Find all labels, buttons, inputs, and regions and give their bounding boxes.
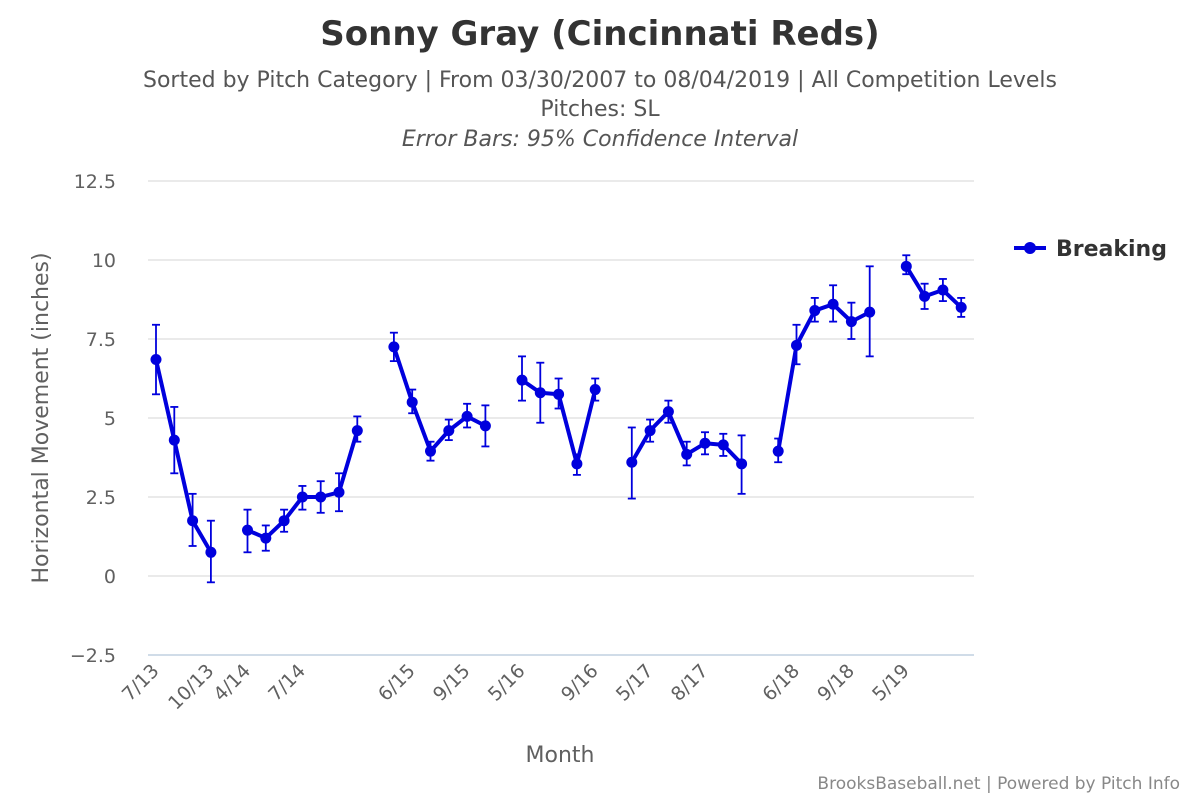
data-point [443, 425, 455, 437]
y-tick-label: −2.5 [70, 645, 116, 667]
data-point [571, 458, 583, 470]
x-tick-label: 7/13 [118, 660, 164, 706]
data-point [919, 290, 931, 302]
data-point [681, 448, 693, 460]
x-tick-label: 5/17 [612, 660, 658, 706]
x-tick-label: 7/14 [264, 660, 310, 706]
data-point [864, 306, 876, 318]
chart-subtitle-pitches: Pitches: SL [540, 97, 660, 122]
x-tick-label: 8/17 [667, 660, 713, 706]
data-point [150, 354, 162, 366]
x-tick-label: 10/13 [164, 660, 218, 714]
series-layer [150, 254, 967, 584]
data-point [168, 434, 180, 446]
data-point [242, 524, 253, 536]
data-point [461, 410, 473, 422]
data-point [425, 445, 436, 457]
y-tick-label: 2.5 [86, 487, 116, 509]
y-axis-title: Horizontal Movement (inches) [29, 252, 54, 583]
series-line-segment [904, 265, 963, 309]
data-point [900, 260, 912, 272]
data-point [736, 458, 748, 470]
data-point [772, 445, 784, 457]
data-point [296, 491, 308, 503]
data-point [516, 374, 528, 386]
x-tick-label: 9/16 [557, 660, 603, 706]
data-point [479, 420, 491, 432]
data-point [937, 284, 949, 296]
data-point [589, 384, 601, 396]
data-point [955, 301, 967, 313]
data-point [644, 425, 656, 437]
data-point [626, 456, 638, 468]
x-tick-label: 4/14 [209, 660, 255, 706]
data-point [333, 486, 345, 498]
chart-subtitle: Sorted by Pitch Category | From 03/30/20… [142, 68, 1057, 93]
data-point [315, 491, 327, 503]
x-tick-label: 9/15 [429, 660, 475, 706]
y-tick-label: 12.5 [74, 171, 116, 193]
y-tick-label: 0 [104, 566, 116, 588]
legend-label: Breaking [1056, 237, 1167, 262]
y-tick-label: 7.5 [86, 329, 116, 351]
y-tick-label: 10 [92, 250, 116, 272]
data-point [205, 546, 217, 558]
x-tick-label: 6/18 [758, 660, 804, 706]
y-tick-label: 5 [104, 408, 116, 430]
data-point [187, 515, 199, 527]
data-point [388, 341, 400, 353]
series-line-segment [246, 430, 360, 541]
data-point [809, 305, 821, 317]
data-point [278, 515, 290, 527]
chart-subtitle-error-bars: Error Bars: 95% Confidence Interval [401, 127, 799, 152]
data-point [406, 396, 418, 408]
x-tick-label: 5/19 [868, 660, 914, 706]
x-axis-title: Month [526, 743, 595, 768]
data-point [699, 437, 711, 449]
data-point [260, 532, 272, 544]
data-point [351, 425, 363, 437]
x-tick-label: 9/18 [813, 660, 859, 706]
series-line-segment [154, 359, 213, 554]
data-point [553, 388, 565, 400]
data-point [827, 298, 839, 310]
series-line-segment [392, 346, 487, 454]
x-tick-label: 6/15 [374, 660, 420, 706]
data-point [791, 339, 802, 351]
series-line-segment [776, 302, 871, 452]
credit-text[interactable]: BrooksBaseball.net | Powered by Pitch In… [817, 774, 1180, 794]
legend-marker-symbol [1024, 242, 1036, 254]
grid-layer [148, 180, 974, 656]
data-point [534, 387, 546, 399]
chart-title: Sonny Gray (Cincinnati Reds) [320, 14, 880, 54]
x-tick-label: 5/16 [484, 660, 530, 706]
data-point [845, 316, 857, 328]
data-point [717, 439, 729, 451]
legend[interactable]: Breaking [1014, 237, 1167, 262]
data-point [662, 406, 674, 418]
